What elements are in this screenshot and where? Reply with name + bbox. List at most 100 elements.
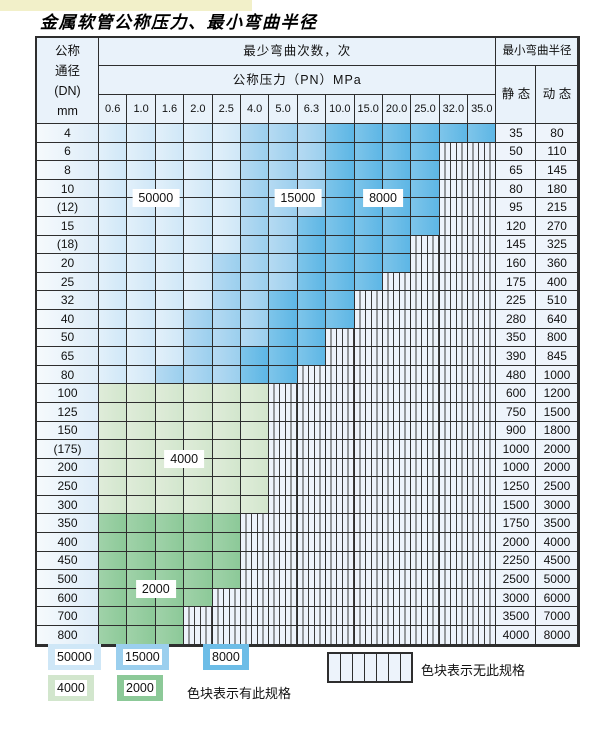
dn-row-label: 400: [37, 533, 99, 552]
spec-color-cell: [127, 272, 156, 292]
no-spec-hatched-cell: [354, 365, 383, 385]
no-spec-hatched-cell: [411, 347, 440, 366]
spec-color-cell: [269, 161, 298, 180]
static-radius-value: 65: [496, 161, 537, 180]
no-spec-hatched-cell: [468, 477, 497, 496]
dynamic-radius-value: 845: [536, 347, 579, 366]
no-spec-hatched-cell: [297, 570, 327, 589]
legend-has-spec-text: 色块表示有此规格: [187, 686, 292, 701]
no-spec-hatched-cell: [354, 328, 383, 348]
spec-color-cell: [269, 291, 298, 310]
dynamic-radius-value: 2000: [536, 440, 579, 459]
static-radius-value: 480: [496, 365, 537, 385]
static-radius-value: 1000: [496, 440, 537, 459]
static-radius-value: 95: [496, 198, 537, 217]
no-spec-hatched-cell: [269, 495, 298, 515]
no-spec-hatched-cell: [468, 235, 497, 255]
no-spec-hatched-cell: [240, 551, 270, 571]
spec-color-cell: [99, 179, 128, 199]
spec-color-cell: [212, 272, 241, 292]
no-spec-hatched-cell: [439, 365, 469, 385]
spec-color-cell: [155, 309, 185, 329]
spec-color-cell: [99, 365, 128, 385]
dn-row-label: (18): [37, 235, 99, 255]
spec-color-cell: [99, 458, 128, 478]
spec-color-cell: [326, 198, 355, 217]
spec-color-cell: [99, 216, 128, 236]
spec-color-cell: [155, 254, 185, 273]
top-cream-strip: [0, 0, 252, 11]
spec-color-cell: [127, 495, 156, 515]
no-spec-hatched-cell: [382, 588, 412, 608]
spec-color-cell: [297, 124, 327, 143]
spec-color-cell: [184, 291, 213, 310]
dn-row-label: 25: [37, 272, 99, 292]
spec-color-cell: [212, 291, 241, 310]
dynamic-radius-value: 4000: [536, 533, 579, 552]
no-spec-hatched-cell: [269, 402, 298, 422]
spec-color-cell: [240, 291, 270, 310]
dynamic-radius-value: 1500: [536, 402, 579, 422]
no-spec-hatched-cell: [326, 588, 355, 608]
no-spec-hatched-cell: [382, 514, 412, 534]
spec-color-cell: [184, 124, 213, 143]
no-spec-hatched-cell: [439, 161, 469, 180]
dynamic-radius-value: 510: [536, 291, 579, 310]
no-spec-hatched-cell: [411, 291, 440, 310]
dn-row-label: 800: [37, 626, 99, 645]
spec-color-cell: [411, 198, 440, 217]
spec-color-cell: [184, 179, 213, 199]
no-spec-hatched-cell: [212, 607, 241, 627]
spec-color-cell: [184, 495, 213, 515]
cycle-count-label: 15000: [274, 189, 322, 208]
spec-color-cell: [240, 440, 270, 459]
spec-color-cell: [184, 216, 213, 236]
spec-color-cell: [127, 235, 156, 255]
no-spec-hatched-cell: [354, 533, 383, 552]
spec-color-cell: [212, 142, 241, 162]
no-spec-hatched-cell: [326, 514, 355, 534]
spec-color-cell: [269, 365, 298, 385]
no-spec-hatched-cell: [297, 384, 327, 403]
spec-color-cell: [240, 458, 270, 478]
no-spec-hatched-cell: [240, 607, 270, 627]
spec-color-cell: [184, 588, 213, 608]
no-spec-hatched-cell: [411, 588, 440, 608]
nominal-pressure-header: 公称压力（PN）MPa: [99, 66, 497, 95]
spec-color-cell: [240, 216, 270, 236]
spec-color-cell: [99, 588, 128, 608]
spec-color-cell: [155, 384, 185, 403]
no-spec-hatched-cell: [439, 477, 469, 496]
spec-color-cell: [127, 514, 156, 534]
spec-color-cell: [439, 124, 469, 143]
pressure-tick-label: 4.0: [240, 95, 270, 124]
no-spec-hatched-cell: [354, 570, 383, 589]
spec-color-cell: [297, 309, 327, 329]
spec-color-cell: [212, 495, 241, 515]
no-spec-hatched-cell: [382, 533, 412, 552]
static-radius-value: 120: [496, 216, 537, 236]
spec-color-cell: [127, 365, 156, 385]
static-radius-value: 1500: [496, 495, 537, 515]
no-spec-hatched-cell: [184, 607, 213, 627]
no-spec-hatched-cell: [468, 142, 497, 162]
static-radius-value: 2000: [496, 533, 537, 552]
no-spec-hatched-cell: [354, 309, 383, 329]
no-spec-hatched-cell: [297, 495, 327, 515]
static-radius-value: 175: [496, 272, 537, 292]
dynamic-radius-value: 5000: [536, 570, 579, 589]
no-spec-hatched-cell: [439, 179, 469, 199]
spec-color-cell: [326, 309, 355, 329]
static-radius-value: 80: [496, 179, 537, 199]
spec-color-cell: [155, 421, 185, 441]
no-spec-hatched-cell: [326, 328, 355, 348]
spec-color-cell: [127, 216, 156, 236]
spec-color-cell: [127, 142, 156, 162]
no-spec-hatched-cell: [468, 588, 497, 608]
spec-color-cell: [155, 495, 185, 515]
spec-color-cell: [411, 179, 440, 199]
spec-color-cell: [155, 402, 185, 422]
no-spec-hatched-cell: [439, 626, 469, 645]
spec-color-cell: [240, 309, 270, 329]
spec-color-cell: [240, 421, 270, 441]
